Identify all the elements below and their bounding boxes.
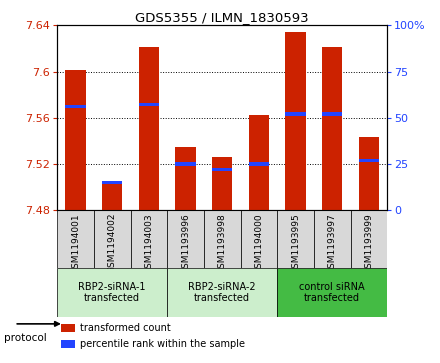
Bar bbox=[322, 47, 342, 210]
Bar bbox=[277, 210, 314, 268]
Bar bbox=[322, 113, 342, 116]
Bar bbox=[314, 210, 351, 268]
Bar bbox=[167, 210, 204, 268]
Text: GSM1194000: GSM1194000 bbox=[254, 213, 264, 274]
Text: protocol: protocol bbox=[4, 333, 47, 343]
Bar bbox=[102, 182, 122, 210]
Bar bbox=[286, 32, 306, 210]
Bar bbox=[61, 340, 75, 348]
Text: control siRNA
transfected: control siRNA transfected bbox=[299, 282, 365, 303]
Text: GSM1193998: GSM1193998 bbox=[218, 213, 227, 274]
Bar bbox=[249, 115, 269, 210]
Bar bbox=[359, 159, 379, 162]
Text: transformed count: transformed count bbox=[81, 323, 171, 333]
Bar bbox=[139, 103, 159, 106]
Text: GSM1193996: GSM1193996 bbox=[181, 213, 190, 274]
Text: GSM1193999: GSM1193999 bbox=[364, 213, 374, 274]
Bar bbox=[212, 157, 232, 210]
Bar bbox=[241, 210, 277, 268]
Bar bbox=[167, 268, 277, 317]
Bar bbox=[57, 268, 167, 317]
Bar bbox=[102, 181, 122, 184]
Bar bbox=[212, 168, 232, 171]
Bar bbox=[94, 210, 131, 268]
Title: GDS5355 / ILMN_1830593: GDS5355 / ILMN_1830593 bbox=[136, 11, 309, 24]
Bar bbox=[204, 210, 241, 268]
Bar bbox=[277, 268, 387, 317]
Bar bbox=[286, 113, 306, 116]
Bar bbox=[176, 147, 196, 210]
Text: GSM1193995: GSM1193995 bbox=[291, 213, 300, 274]
Bar bbox=[57, 210, 94, 268]
Bar bbox=[61, 324, 75, 332]
Bar bbox=[66, 70, 86, 210]
Bar bbox=[131, 210, 167, 268]
Bar bbox=[249, 162, 269, 166]
Text: GSM1194001: GSM1194001 bbox=[71, 213, 80, 274]
Text: percentile rank within the sample: percentile rank within the sample bbox=[81, 339, 246, 349]
Bar bbox=[176, 162, 196, 166]
Bar bbox=[351, 210, 387, 268]
Bar bbox=[139, 47, 159, 210]
Text: GSM1194002: GSM1194002 bbox=[108, 213, 117, 273]
Bar bbox=[66, 105, 86, 108]
Text: RBP2-siRNA-2
transfected: RBP2-siRNA-2 transfected bbox=[188, 282, 256, 303]
Text: GSM1193997: GSM1193997 bbox=[328, 213, 337, 274]
Bar bbox=[359, 137, 379, 210]
Text: GSM1194003: GSM1194003 bbox=[144, 213, 154, 274]
Text: RBP2-siRNA-1
transfected: RBP2-siRNA-1 transfected bbox=[78, 282, 146, 303]
